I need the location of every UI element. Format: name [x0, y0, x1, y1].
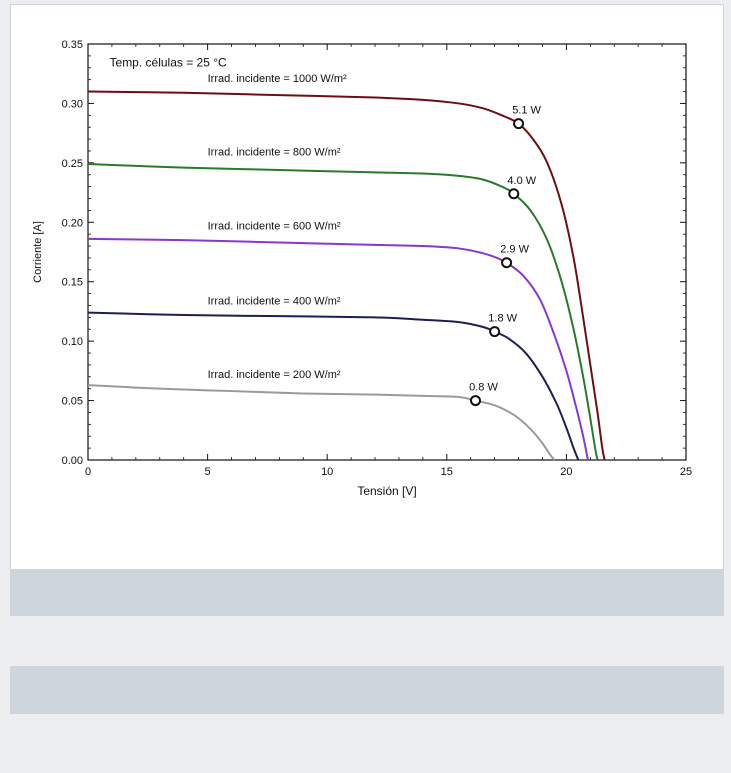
y-tick-label: 0.05 — [62, 396, 83, 408]
x-tick-label: 25 — [680, 466, 692, 478]
footer-band-4 — [10, 714, 724, 773]
x-tick-label: 20 — [560, 466, 572, 478]
x-tick-label: 5 — [205, 466, 211, 478]
page-frame: 0 5 10 15 20 25 0.00 0.05 0.10 0.15 0.20 0.25 0.30 0… — [10, 4, 724, 773]
mpp-marker — [508, 188, 520, 200]
series-group: Irrad. incidente = 200 W/m² 0.8 W — [87, 369, 556, 461]
mpp-label: 5.1 W — [512, 105, 541, 117]
mpp-marker — [489, 326, 501, 338]
series-group: Irrad. incidente = 1000 W/m² 5.1 W — [87, 73, 606, 461]
footer-band-3 — [10, 666, 724, 714]
series-line — [87, 384, 556, 461]
series-line — [87, 90, 606, 461]
mpp-label: 2.9 W — [500, 244, 529, 256]
mpp-label: 4.0 W — [507, 175, 536, 187]
y-tick-label: 0.35 — [62, 39, 83, 51]
y-tick-label: 0.00 — [62, 455, 83, 467]
y-ticks: 0.00 0.05 0.10 0.15 0.20 0.25 0.30 0.35 — [62, 39, 686, 467]
footer-band-2 — [10, 616, 724, 666]
figure-panel: 0 5 10 15 20 25 0.00 0.05 0.10 0.15 0.20 0.25 0.30 0… — [10, 4, 724, 570]
series-label: Irrad. incidente = 800 W/m² — [208, 147, 341, 159]
axes — [87, 43, 687, 461]
x-tick-label: 10 — [321, 466, 333, 478]
iv-curve-chart: 0 5 10 15 20 25 0.000.050.100.150.200.250.300… — [32, 39, 692, 498]
series-group: Irrad. incidente = 800 W/m² 4.0 W — [87, 147, 599, 461]
y-axis-label: Corriente [A] — [32, 221, 44, 283]
x-tick-label: 0 — [85, 466, 91, 478]
y-tick-label: 0.15 — [62, 277, 83, 289]
x-tick-label: 15 — [441, 466, 453, 478]
series-label: Irrad. incidente = 200 W/m² — [208, 369, 341, 381]
series-group: Irrad. incidente = 400 W/m² 1.8 W — [87, 295, 580, 461]
series-line — [87, 237, 589, 461]
plot-frame — [87, 43, 687, 461]
series-line — [87, 311, 580, 461]
mpp-label: 0.8 W — [469, 382, 498, 394]
mpp-label: 1.8 W — [488, 313, 517, 325]
y-tick-label: 0.30 — [62, 98, 83, 110]
series-layer: Irrad. incidente = 1000 W/m²5.1 WIrrad. … — [87, 73, 606, 461]
annotation-temperature: Temp. células = 25 °C — [110, 56, 228, 70]
series-label: Irrad. incidente = 600 W/m² — [208, 220, 341, 232]
series-label: Irrad. incidente = 400 W/m² — [208, 295, 341, 307]
series-line — [87, 163, 599, 461]
series-label: Irrad. incidente = 1000 W/m² — [208, 73, 347, 85]
footer-band-1 — [10, 570, 724, 616]
x-ticks: 0 5 10 15 20 25 — [85, 44, 692, 478]
x-axis-label: Tensión [V] — [357, 484, 416, 498]
mpp-marker — [501, 257, 513, 269]
y-tick-label: 0.25 — [62, 158, 83, 170]
y-tick-label: 0.10 — [62, 336, 83, 348]
y-tick-label: 0.20 — [62, 217, 83, 229]
mpp-marker — [513, 118, 525, 130]
mpp-marker — [470, 395, 482, 407]
series-group: Irrad. incidente = 600 W/m² 2.9 W — [87, 220, 589, 461]
